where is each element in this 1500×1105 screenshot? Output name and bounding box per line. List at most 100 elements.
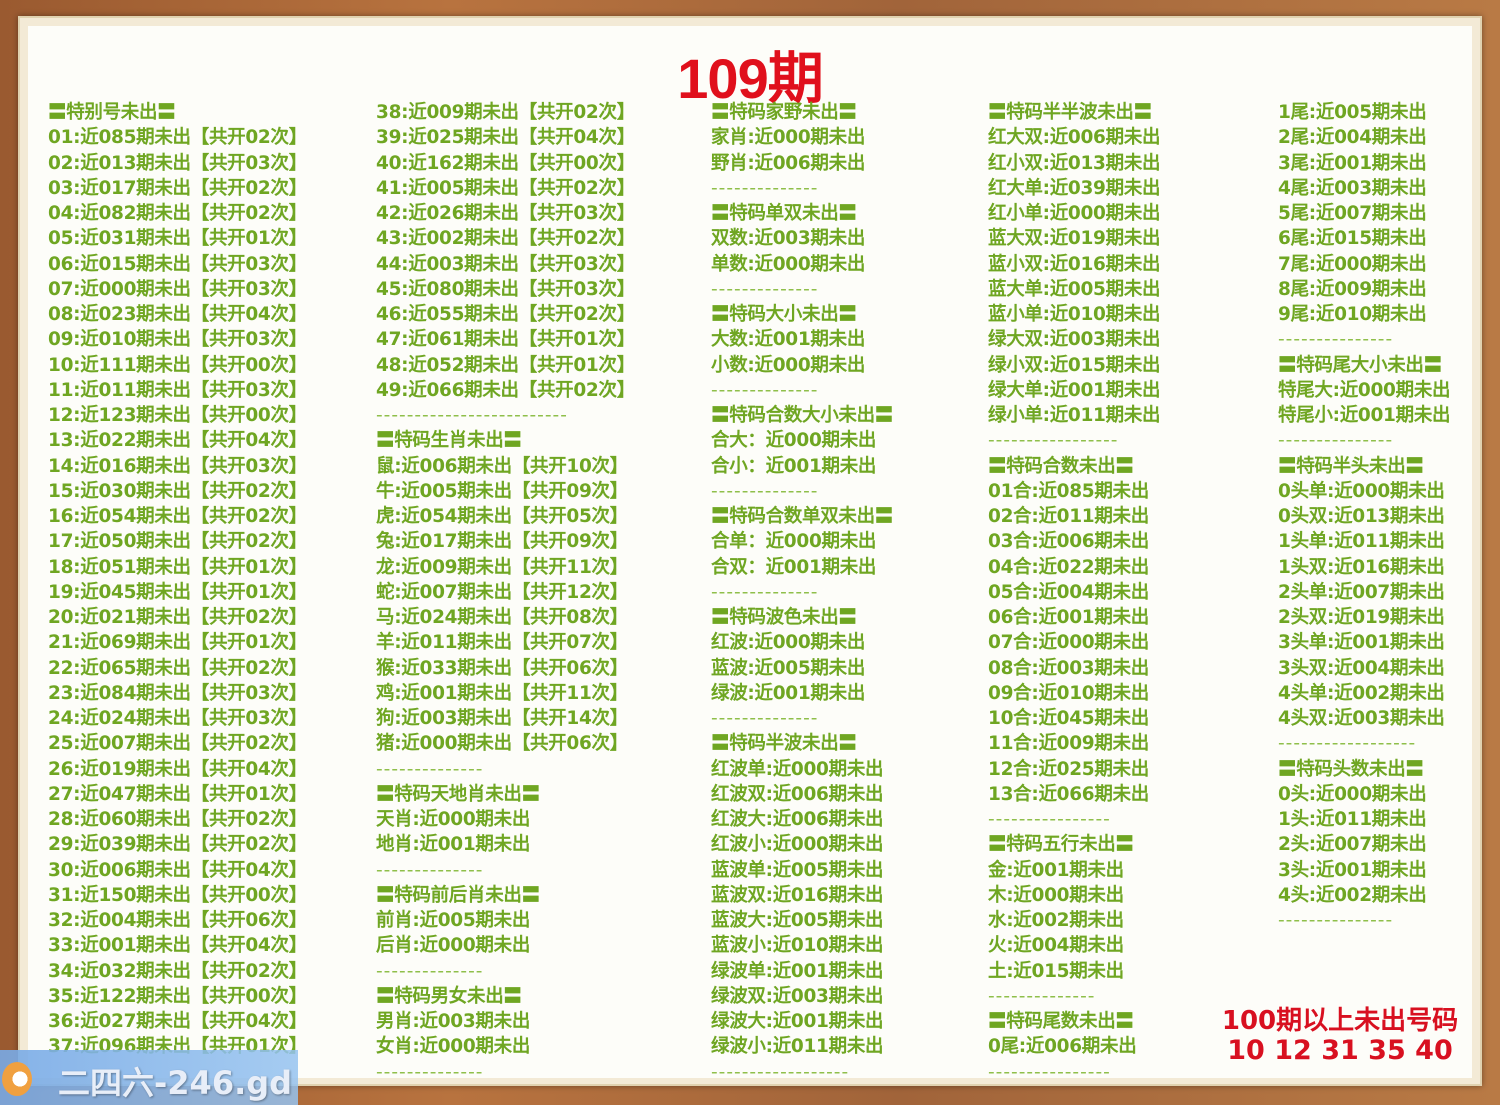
list-item: 05:近031期未出【共开01次】	[48, 228, 307, 250]
list-item: 红大双:近006期未出	[988, 127, 1161, 149]
logo-icon	[2, 1062, 32, 1096]
list-item: 32:近004期未出【共开06次】	[48, 910, 307, 931]
list-item: 3尾:近001期未出	[1278, 152, 1427, 174]
list-item: 合双：近001期未出	[711, 556, 877, 578]
divider: --------------	[711, 480, 819, 502]
list-item: 0头双:近013期未出	[1278, 506, 1445, 527]
divider: --------------	[711, 581, 819, 603]
list-item: 47:近061期未出【共开01次】	[376, 329, 635, 351]
list-item: 后肖:近000期未出	[376, 935, 531, 957]
list-item: 合小：近001期未出	[711, 455, 877, 477]
list-item: 2头双:近019期未出	[1278, 607, 1445, 628]
list-item: 金:近001期未出	[988, 859, 1124, 881]
list-item: 红波双:近006期未出	[711, 783, 884, 805]
column-special-numbers: 〓特别号未出〓 01:近085期未出【共开02次】 02:近013期未出【共开03次…	[48, 100, 307, 1060]
list-item: 11合:近009期未出	[988, 733, 1149, 755]
list-item: 35:近122期未出【共开00次】	[48, 985, 307, 1007]
list-item: 女肖:近000期未出	[376, 1036, 531, 1058]
divider: ---------------	[1278, 430, 1394, 452]
list-item: 01:近085期未出【共开02次】	[48, 127, 307, 149]
section-header: 〓特码半头未出〓	[1278, 455, 1424, 477]
section-header: 〓特别号未出〓	[48, 102, 176, 123]
list-item: 0尾:近006期未出	[988, 1036, 1137, 1058]
list-item: 大数:近001期未出	[711, 329, 866, 351]
list-item: 绿波大:近001期未出	[711, 1011, 884, 1032]
list-item: 小数:近000期未出	[711, 354, 866, 376]
list-item: 水:近002期未出	[988, 910, 1124, 931]
list-item: 09合:近010期未出	[988, 682, 1149, 704]
list-item: 02合:近011期未出	[988, 506, 1149, 527]
list-item: 03:近017期未出【共开02次】	[48, 177, 307, 199]
list-item: 猪:近000期未出【共开06次】	[376, 733, 628, 755]
list-item: 48:近052期未出【共开01次】	[376, 354, 635, 376]
divider: --------------	[376, 758, 484, 780]
section-header: 〓特码半半波未出〓	[988, 102, 1152, 123]
list-item: 7尾:近000期未出	[1278, 253, 1427, 275]
divider: ---------------	[1278, 910, 1394, 931]
divider: --------------	[988, 985, 1096, 1007]
list-item: 鼠:近006期未出【共开10次】	[376, 455, 628, 477]
content-panel	[28, 26, 1472, 1078]
list-item: 1头单:近011期未出	[1278, 531, 1445, 553]
list-item: 双数:近003期未出	[711, 228, 866, 250]
list-item: 牛:近005期未出【共开09次】	[376, 480, 628, 502]
list-item: 3头双:近004期未出	[1278, 657, 1445, 679]
list-item: 兔:近017期未出【共开09次】	[376, 531, 628, 553]
divider: --------------	[376, 960, 484, 982]
divider: -----------------	[988, 430, 1119, 452]
list-item: 18:近051期未出【共开01次】	[48, 556, 307, 578]
list-item: 20:近021期未出【共开02次】	[48, 607, 307, 628]
list-item: 蛇:近007期未出【共开12次】	[376, 581, 628, 603]
list-item: 绿波小:近011期未出	[711, 1036, 884, 1058]
section-header: 〓特码尾数未出〓	[988, 1011, 1134, 1032]
divider: --------------	[376, 1061, 484, 1083]
divider: --------------	[376, 859, 484, 881]
watermark-text: 二四六-246.gd	[58, 1064, 293, 1102]
over-100-label: 100期以上未出号码	[1221, 1006, 1459, 1036]
list-item: 龙:近009期未出【共开11次】	[376, 556, 628, 578]
list-item: 前肖:近005期未出	[376, 910, 531, 931]
list-item: 6尾:近015期未出	[1278, 228, 1427, 250]
list-item: 07:近000期未出【共开03次】	[48, 278, 307, 300]
list-item: 合单：近000期未出	[711, 531, 877, 553]
list-item: 0头:近000期未出	[1278, 783, 1427, 805]
section-header: 〓特码尾大小未出〓	[1278, 354, 1442, 376]
list-item: 49:近066期未出【共开02次】	[376, 379, 635, 401]
divider: -------------------------	[376, 405, 568, 426]
list-item: 蓝波大:近005期未出	[711, 910, 884, 931]
list-item: 蓝小单:近010期未出	[988, 304, 1161, 325]
watermark: 二四六-246.gd	[0, 1050, 298, 1105]
list-item: 16:近054期未出【共开02次】	[48, 506, 307, 527]
list-item: 17:近050期未出【共开02次】	[48, 531, 307, 553]
list-item: 蓝大双:近019期未出	[988, 228, 1161, 250]
list-item: 单数:近000期未出	[711, 253, 866, 275]
list-item: 3头:近001期未出	[1278, 859, 1427, 881]
list-item: 红小双:近013期未出	[988, 152, 1161, 174]
list-item: 12合:近025期未出	[988, 758, 1149, 780]
list-item: 狗:近003期未出【共开14次】	[376, 708, 628, 729]
list-item: 21:近069期未出【共开01次】	[48, 632, 307, 654]
list-item: 08合:近003期未出	[988, 657, 1149, 679]
list-item: 红波大:近006期未出	[711, 809, 884, 830]
list-item: 38:近009期未出【共开02次】	[376, 102, 635, 123]
list-item: 绿波:近001期未出	[711, 682, 866, 704]
list-item: 9尾:近010期未出	[1278, 304, 1427, 325]
list-item: 42:近026期未出【共开03次】	[376, 203, 635, 224]
list-item: 09:近010期未出【共开03次】	[48, 329, 307, 351]
list-item: 绿小双:近015期未出	[988, 354, 1161, 376]
list-item: 15:近030期未出【共开02次】	[48, 480, 307, 502]
list-item: 19:近045期未出【共开01次】	[48, 581, 307, 603]
list-item: 男肖:近003期未出	[376, 1011, 531, 1032]
list-item: 29:近039期未出【共开02次】	[48, 834, 307, 856]
list-item: 01合:近085期未出	[988, 480, 1149, 502]
divider: ----------------	[988, 809, 1111, 830]
list-item: 40:近162期未出【共开00次】	[376, 152, 635, 174]
divider: ----------------	[988, 1061, 1111, 1083]
list-item: 蓝波双:近016期未出	[711, 884, 884, 906]
section-header: 〓特码头数未出〓	[1278, 758, 1424, 780]
list-item: 41:近005期未出【共开02次】	[376, 177, 635, 199]
list-item: 特尾大:近000期未出	[1278, 379, 1451, 401]
list-item: 地肖:近001期未出	[376, 834, 531, 856]
column-tails-heads: 1尾:近005期未出 2尾:近004期未出 3尾:近001期未出 4尾:近003期未出…	[1278, 100, 1451, 933]
list-item: 13:近022期未出【共开04次】	[48, 430, 307, 452]
